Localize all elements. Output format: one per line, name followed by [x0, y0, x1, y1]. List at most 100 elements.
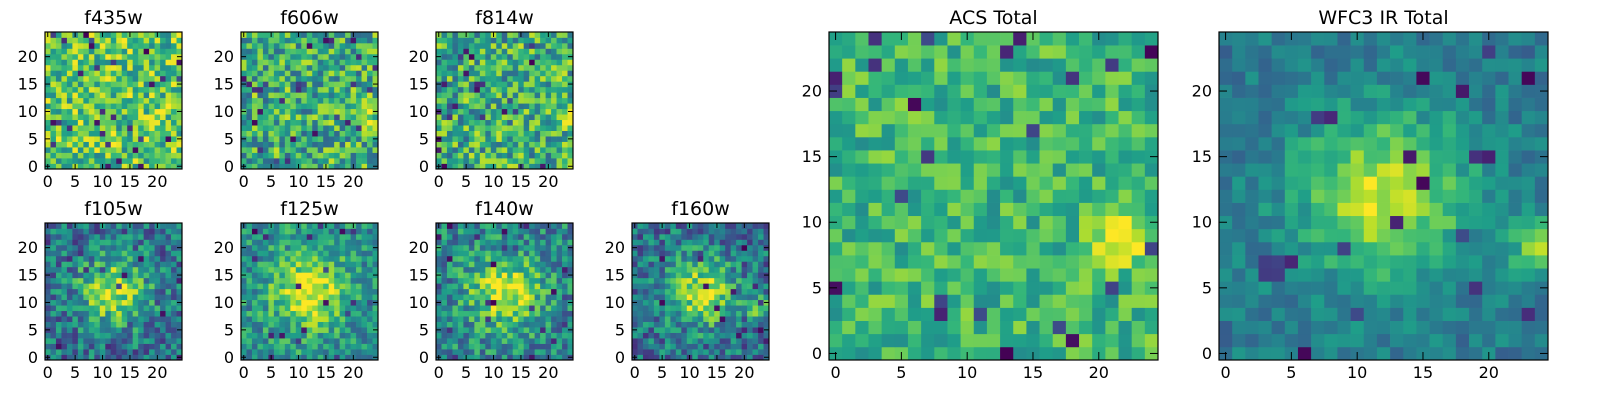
heatmap-cell [1065, 163, 1080, 177]
heatmap-cell [50, 327, 57, 333]
heatmap-cell [474, 288, 481, 295]
heatmap-cell [110, 332, 117, 339]
heatmap-cell [127, 86, 134, 93]
heatmap-cell [708, 294, 715, 301]
heatmap-cell [747, 310, 753, 317]
heatmap-cell [1026, 307, 1040, 321]
heatmap-cell [567, 332, 574, 339]
heatmap-cell [452, 288, 459, 295]
heatmap-cell [501, 261, 508, 268]
heatmap-cell [279, 294, 286, 301]
heatmap-cell [512, 108, 519, 115]
panel-title: f125w [280, 198, 339, 220]
heatmap-cell [637, 332, 644, 339]
heatmap-cell [77, 103, 84, 110]
heatmap-cell [708, 228, 715, 235]
heatmap-cell [551, 266, 557, 273]
heatmap-cell [323, 250, 330, 257]
heatmap-cell [279, 147, 286, 153]
heatmap-cell [251, 299, 258, 306]
heatmap-cell [284, 283, 291, 290]
heatmap-cell [273, 288, 280, 295]
heatmap-cell [714, 332, 721, 339]
heatmap-cell [295, 147, 302, 153]
heatmap-cell [61, 114, 68, 121]
heatmap-cell [556, 321, 563, 328]
heatmap-cell [268, 136, 275, 142]
heatmap-cell [50, 266, 57, 273]
heatmap-cell [1026, 150, 1040, 164]
heatmap-cell [501, 277, 508, 284]
heatmap-cell [77, 136, 84, 142]
heatmap-cell [268, 103, 275, 110]
heatmap-cell [567, 321, 574, 328]
heatmap-cell [567, 288, 574, 295]
heatmap-cell [719, 233, 726, 240]
heatmap-cell [463, 327, 470, 333]
heatmap-cell [441, 283, 448, 290]
heatmap-cell [127, 299, 134, 306]
heatmap-cell [540, 321, 546, 328]
heatmap-cell [290, 277, 297, 284]
heatmap-cell [653, 338, 660, 344]
heatmap-cell [290, 327, 297, 333]
heatmap-cell [653, 223, 660, 229]
heatmap-cell [121, 37, 128, 44]
heatmap-cell [1092, 163, 1106, 177]
heatmap-cell [659, 283, 666, 290]
heatmap-cell [339, 103, 346, 110]
heatmap-cell [143, 288, 150, 295]
heatmap-cell [523, 97, 530, 104]
heatmap-cell [356, 108, 362, 115]
heatmap-cell [88, 48, 95, 55]
heatmap-cell [350, 250, 357, 257]
heatmap-cell [160, 244, 166, 251]
heatmap-cell [345, 32, 351, 38]
heatmap-cell [562, 255, 568, 262]
heatmap-cell [61, 64, 68, 71]
heatmap-cell [50, 321, 57, 328]
heatmap-cell [907, 320, 922, 335]
heatmap-cell [334, 233, 340, 240]
heatmap-cell [345, 327, 351, 333]
heatmap-cell [907, 150, 922, 164]
heatmap-cell [45, 228, 51, 235]
heatmap-cell [132, 48, 139, 55]
heatmap-cell [268, 233, 275, 240]
heatmap-cell [708, 233, 715, 240]
heatmap-cell [367, 97, 373, 104]
heatmap-cell [736, 244, 742, 251]
heatmap-cell [334, 305, 340, 312]
heatmap-cell [251, 255, 258, 262]
heatmap-cell [1079, 189, 1093, 203]
heatmap-cell [842, 241, 856, 256]
heatmap-cell [241, 37, 247, 44]
heatmap-cell [562, 288, 568, 295]
heatmap-cell [268, 321, 275, 328]
heatmap-cell [534, 266, 541, 273]
heatmap-cell [512, 64, 519, 71]
heatmap-cell [143, 114, 150, 121]
heatmap-cell [372, 310, 379, 317]
heatmap-cell [367, 272, 373, 279]
heatmap-cell [686, 338, 693, 344]
heatmap-cell [273, 255, 280, 262]
heatmap-cell [121, 141, 128, 148]
heatmap-cell [306, 239, 313, 246]
heatmap-cell [441, 136, 448, 142]
heatmap-cell [534, 37, 541, 44]
heatmap-cell [88, 349, 95, 355]
heatmap-cell [479, 32, 486, 38]
heatmap-cell [659, 228, 666, 235]
heatmap-cell [501, 81, 508, 88]
heatmap-cell [50, 349, 57, 355]
heatmap-cell [703, 277, 710, 284]
heatmap-cell [323, 75, 330, 82]
heatmap-cell [361, 136, 368, 142]
heatmap-cell [562, 59, 568, 66]
heatmap-cell [540, 125, 546, 131]
heatmap-cell [110, 86, 117, 93]
heatmap-cell [446, 261, 453, 268]
heatmap-cell [518, 228, 525, 235]
heatmap-cell [463, 141, 470, 148]
